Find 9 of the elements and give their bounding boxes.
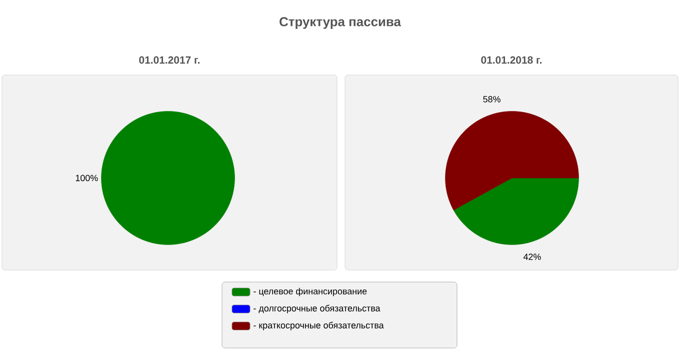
legend-label: - долгосрочные обязательства (254, 304, 380, 314)
data-label: 58% (483, 96, 500, 102)
chart-subtitle: 01.01.2018 г. (481, 56, 542, 64)
data-label: 100% (76, 174, 98, 182)
chart-subtitle: 01.01.2017 г. (139, 56, 200, 64)
legend-label: - целевое финансирование (254, 288, 367, 296)
chart-title: Структура пассива (280, 17, 402, 29)
legend-label: - краткосрочные обязательства (254, 322, 384, 330)
data-label: 42% (523, 254, 541, 260)
